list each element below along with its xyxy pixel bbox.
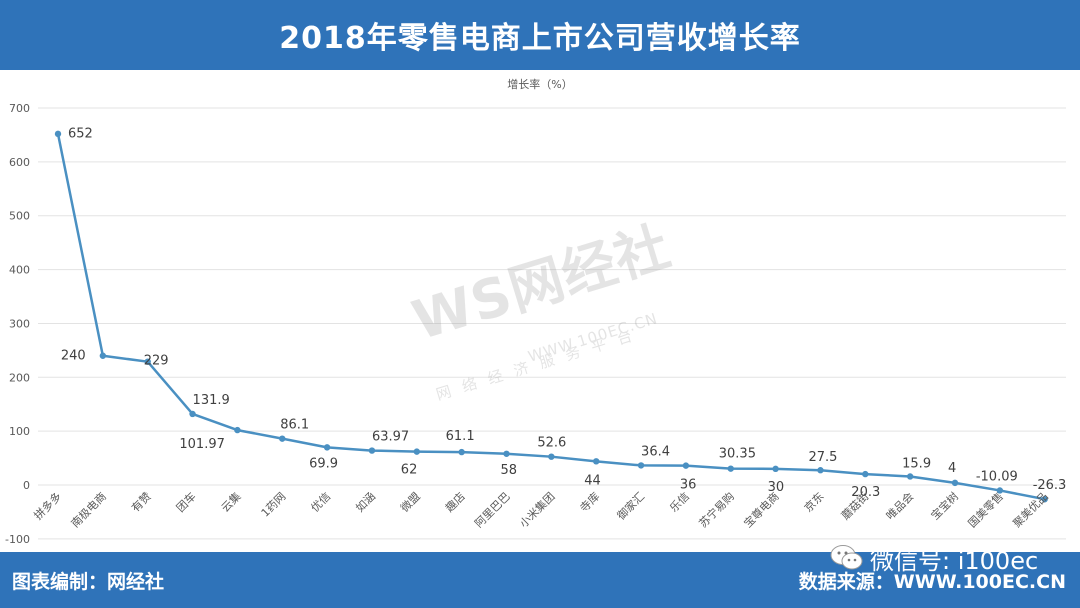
footer-credit: 图表编制：网经社: [12, 571, 165, 593]
category-label: 如涵: [353, 489, 378, 514]
data-point: [458, 448, 465, 456]
data-point: [234, 426, 241, 434]
category-label: 阿里巴巴: [472, 490, 512, 530]
y-tick-label: 600: [9, 156, 30, 169]
category-label: 乐信: [667, 490, 692, 515]
data-label: 27.5: [808, 450, 837, 465]
category-label: 御家汇: [614, 489, 647, 522]
category-label: 小米集团: [516, 489, 557, 530]
data-point: [727, 465, 734, 472]
data-label: 131.9: [193, 393, 230, 408]
chart-title: 增长率（%）: [507, 77, 572, 91]
growth-line-chart: 增长率（%） -100 0 100 200 300 400 500 600 700 WS网经社WWW…: [5, 77, 1067, 546]
data-label: -26.3: [1033, 478, 1067, 493]
data-point: [593, 458, 600, 465]
data-label: 240: [61, 348, 86, 363]
data-point: [772, 465, 779, 473]
category-label: 唯品会: [884, 490, 917, 523]
category-label: 优信: [308, 490, 333, 515]
data-point: [413, 448, 420, 455]
category-label: 南极电商: [68, 489, 109, 530]
data-label: 36.4: [641, 444, 670, 459]
data-point: [279, 435, 286, 442]
footer-bar: 图表编制：网经社 数据来源：WWW.100EC.CN: [0, 552, 1080, 608]
data-label: 61.1: [446, 429, 475, 444]
data-point: [951, 479, 959, 487]
data-point: [1041, 495, 1048, 503]
data-point: [323, 444, 331, 451]
header-bar: 2018年零售电商上市公司营收增长率: [0, 0, 1080, 70]
data-label: 86.1: [280, 418, 309, 433]
data-point: [54, 130, 62, 138]
data-label: 20.3: [851, 485, 880, 500]
y-tick-label: 400: [9, 264, 30, 277]
data-point: [503, 450, 510, 457]
data-label: -10.09: [976, 469, 1018, 484]
data-label: 101.97: [179, 437, 225, 452]
data-label: 44: [584, 473, 601, 488]
data-label: 63.97: [372, 430, 409, 445]
category-label: 京东: [801, 489, 826, 514]
category-label: 苏宁易购: [696, 489, 737, 530]
data-point: [548, 453, 555, 460]
data-label: 69.9: [309, 456, 338, 471]
data-point: [817, 467, 824, 474]
category-label: 微盟: [397, 489, 422, 514]
data-point: [99, 352, 107, 359]
category-label: 拼多多: [31, 489, 64, 522]
data-label: 36: [680, 478, 697, 493]
data-label: 52.6: [537, 436, 566, 451]
y-tick-label: 0: [23, 479, 30, 492]
data-point: [682, 462, 690, 469]
category-label: 云集: [218, 489, 243, 514]
data-label: 229: [144, 354, 169, 369]
chart-area: 增长率（%） -100 0 100 200 300 400 500 600 700 WS网经社 WWW…: [0, 70, 1080, 552]
category-label: 宝尊电商: [741, 489, 782, 530]
y-tick-label: -100: [5, 533, 30, 546]
data-label: 62: [401, 463, 418, 478]
data-point: [996, 487, 1004, 494]
wechat-badge: 微信号: i100ec: [830, 541, 1038, 575]
wechat-icon: [830, 545, 863, 570]
data-label: 58: [501, 463, 518, 478]
data-label: 652: [68, 126, 93, 141]
category-label: 1药网: [259, 490, 289, 520]
data-point: [637, 462, 645, 469]
category-label: 有赞: [128, 489, 153, 514]
category-label: 趣店: [442, 489, 467, 514]
data-label: 4: [948, 461, 956, 476]
footer-source: 数据来源：WWW.100EC.CN: [798, 571, 1066, 593]
data-point: [906, 473, 914, 480]
page-title: 2018年零售电商上市公司营收增长率: [279, 21, 801, 56]
category-label: 团车: [173, 489, 198, 514]
y-tick-label: 100: [9, 425, 30, 438]
wechat-id: 微信号: i100ec: [870, 546, 1039, 575]
y-tick-label: 300: [9, 317, 30, 330]
y-tick-label: 700: [9, 102, 30, 115]
data-label: 30: [768, 480, 785, 495]
category-label: 寺库: [578, 490, 603, 515]
data-point: [144, 358, 151, 365]
category-label: 宝宝树: [928, 489, 961, 522]
category-label: 国美零售: [965, 489, 1006, 530]
y-tick-label: 200: [9, 371, 30, 384]
data-label: 15.9: [902, 456, 931, 471]
y-tick-label: 500: [9, 210, 30, 223]
data-label: 30.35: [719, 447, 756, 462]
data-point: [368, 447, 376, 454]
data-point: [189, 410, 196, 418]
data-point: [862, 470, 869, 478]
